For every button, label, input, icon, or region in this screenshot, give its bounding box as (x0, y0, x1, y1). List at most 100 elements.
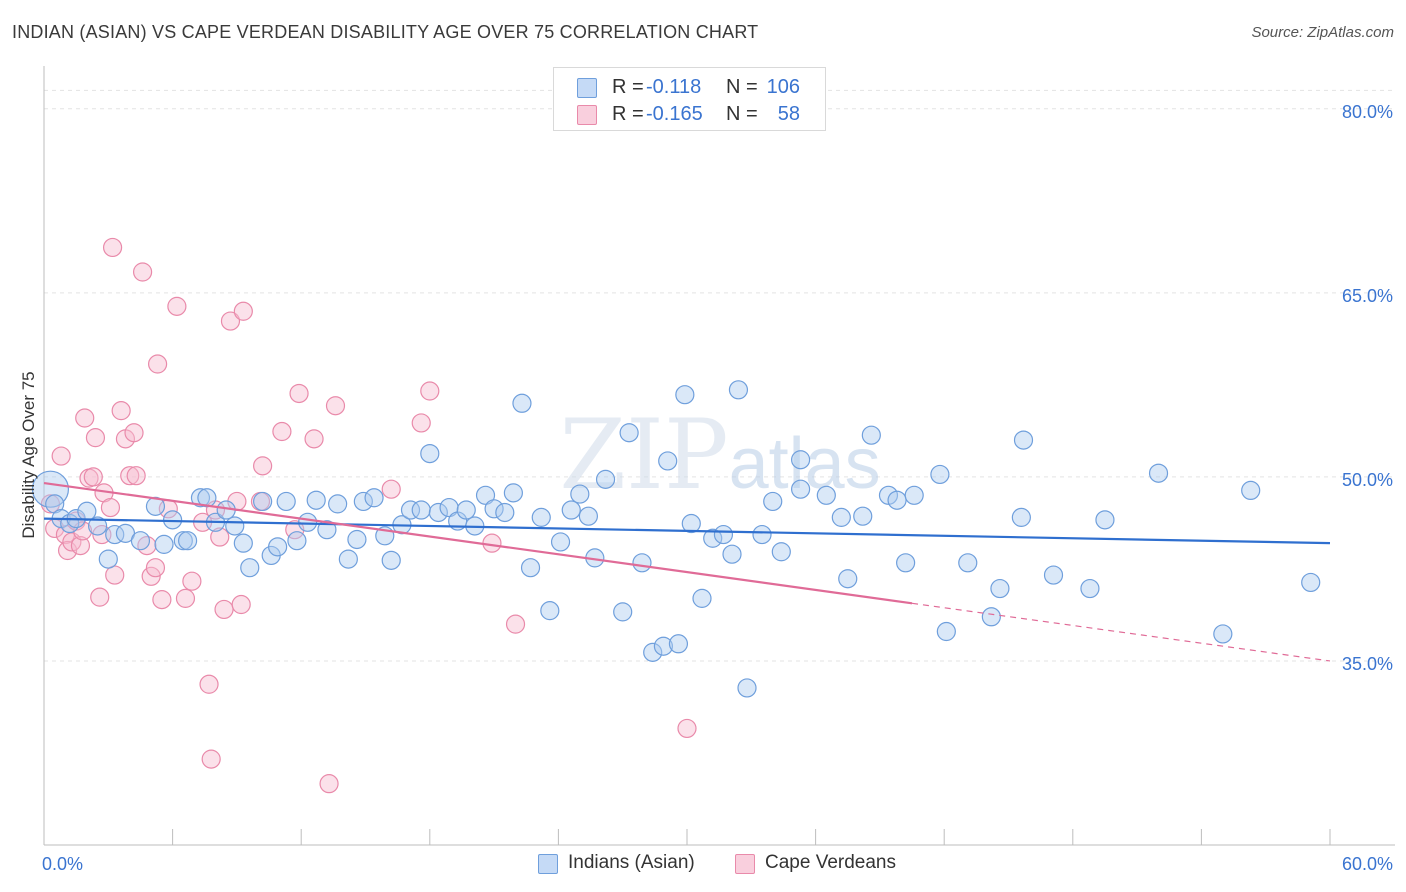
chart-title: INDIAN (ASIAN) VS CAPE VERDEAN DISABILIT… (12, 22, 759, 42)
data-point (137, 536, 157, 556)
tick-labels: 35.0% 50.0% 65.0% 80.0% 0.0% 60.0% (42, 102, 1393, 874)
y-tick-label: 50.0% (1342, 470, 1393, 490)
data-point (958, 553, 978, 573)
data-point (381, 479, 401, 499)
data-point (595, 469, 616, 489)
data-point (771, 542, 791, 562)
data-point (190, 488, 211, 508)
data-point (240, 558, 260, 578)
data-point (456, 500, 476, 520)
y-tick-label: 35.0% (1342, 654, 1393, 674)
y-tick-label: 80.0% (1342, 102, 1393, 122)
trend-line-indians (43, 517, 1331, 545)
data-point (100, 497, 121, 518)
data-point (692, 588, 712, 608)
data-point (1013, 430, 1034, 450)
trend-line-cape-verdeans-extension (911, 602, 1331, 662)
data-point (643, 642, 663, 662)
data-point (619, 423, 639, 443)
n-label: N = (726, 76, 758, 98)
data-point (400, 500, 421, 520)
data-point (231, 594, 251, 615)
data-point (364, 488, 384, 508)
data-point (298, 512, 318, 532)
data-point (83, 467, 103, 487)
data-point (728, 380, 749, 400)
pink-swatch (735, 854, 755, 874)
data-point (981, 607, 1001, 627)
data-point (505, 614, 526, 634)
data-point (87, 516, 108, 536)
data-point (703, 528, 723, 548)
data-point (1011, 507, 1031, 527)
data-point (668, 634, 689, 654)
y-axis-label: Disability Age Over 75 (19, 371, 38, 538)
data-point (276, 491, 296, 512)
data-point (90, 587, 110, 607)
data-point (936, 621, 956, 642)
data-point (722, 544, 742, 564)
x-tick-label: 0.0% (42, 854, 83, 874)
data-point (306, 490, 326, 510)
data-point (328, 494, 348, 514)
data-point (199, 674, 219, 694)
data-point (197, 488, 217, 508)
data-point (145, 558, 166, 578)
r-value: -0.165 (646, 103, 703, 125)
data-point (214, 599, 234, 620)
data-point (163, 510, 183, 530)
data-point (102, 237, 123, 258)
data-point (220, 311, 241, 331)
data-point (253, 456, 273, 476)
data-point (31, 470, 70, 508)
data-point (613, 602, 633, 622)
data-point (853, 506, 873, 526)
legend-row-cape-verdeans: R = -0.165 N = 58 (554, 101, 825, 129)
data-point (411, 413, 431, 433)
data-point (130, 531, 151, 551)
indians-asian-points (31, 380, 1321, 698)
data-point (147, 354, 168, 374)
data-point (289, 383, 309, 404)
data-point (152, 590, 172, 610)
data-point (154, 534, 174, 554)
data-point (990, 578, 1010, 599)
data-point (1213, 624, 1233, 644)
data-point (561, 500, 581, 520)
data-point (268, 537, 288, 557)
data-point (124, 423, 144, 443)
data-point (737, 678, 757, 698)
data-point (287, 531, 307, 551)
data-point (51, 446, 71, 466)
data-point (105, 565, 125, 585)
data-point (838, 569, 858, 589)
data-point (677, 718, 697, 739)
data-point (681, 513, 701, 534)
trend-lines (43, 481, 1331, 662)
data-point (930, 464, 950, 485)
data-point (233, 301, 253, 321)
data-point (790, 479, 811, 499)
data-point (520, 558, 541, 578)
data-point (1241, 480, 1261, 501)
data-point (175, 588, 196, 608)
data-point (120, 466, 140, 486)
legend-row-indians: R = -0.118 N = 106 (554, 74, 825, 102)
data-point (338, 549, 358, 569)
data-point (904, 485, 924, 505)
data-point (861, 425, 881, 445)
r-label: R = (612, 103, 644, 125)
data-point (675, 385, 695, 405)
data-point (111, 401, 131, 421)
correlation-legend: R = -0.118 N = 106 R = -0.165 N = 58 (553, 67, 826, 131)
data-point (1080, 578, 1100, 599)
data-point (420, 443, 440, 464)
blue-swatch (538, 854, 558, 874)
pink-swatch (577, 105, 597, 125)
data-point (1148, 463, 1169, 483)
data-point (70, 536, 91, 556)
data-point (632, 553, 652, 573)
data-point (253, 491, 273, 512)
data-point (1043, 565, 1064, 585)
